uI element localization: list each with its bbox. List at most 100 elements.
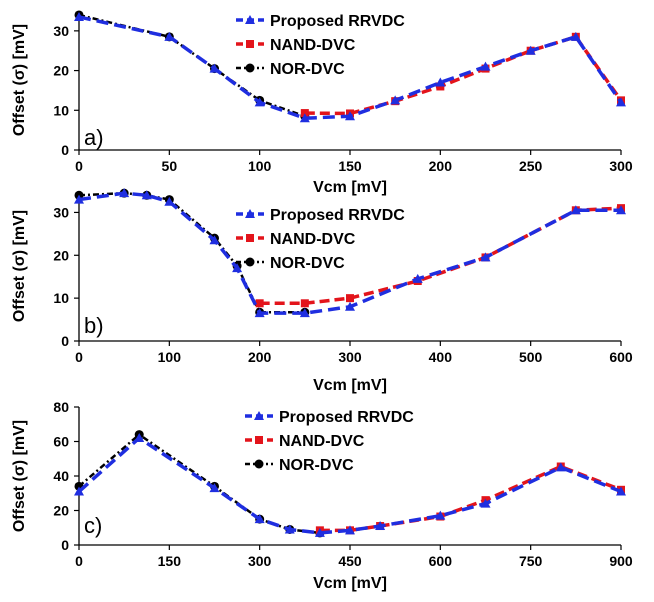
data-point-proposed xyxy=(570,205,581,215)
data-point-proposed xyxy=(164,196,175,206)
x-tick-label: 400 xyxy=(429,349,453,365)
x-tick-label: 750 xyxy=(519,553,543,569)
data-point-proposed xyxy=(570,31,581,41)
x-tick-label: 150 xyxy=(338,158,362,174)
data-point-proposed xyxy=(435,77,446,87)
legend: Proposed RRVDC NAND-DVC NOR-DVC xyxy=(236,207,405,272)
data-point-proposed xyxy=(74,486,84,496)
x-axis-label: Vcm [mV] xyxy=(313,179,387,196)
data-point-proposed xyxy=(74,11,84,21)
data-point-proposed xyxy=(299,308,310,318)
x-tick-label: 150 xyxy=(158,553,182,569)
legend-entry-nor: NOR-DVC xyxy=(279,457,354,474)
y-tick-label: 10 xyxy=(53,102,69,118)
data-point-nand xyxy=(255,299,264,308)
y-tick-label: 20 xyxy=(53,503,69,519)
y-axis-label: Offset (σ) [mV] xyxy=(11,210,28,322)
x-tick-label: 900 xyxy=(609,553,633,569)
legend-swatch-marker-nor xyxy=(245,257,255,267)
y-axis-label: Offset (σ) [mV] xyxy=(11,24,28,136)
legend-swatch-marker-nand xyxy=(246,40,254,48)
legend-swatch-marker-proposed xyxy=(254,411,264,420)
series-line-nand xyxy=(319,464,622,533)
x-tick-label: 450 xyxy=(338,553,362,569)
y-tick-label: 40 xyxy=(53,468,69,484)
data-point-proposed xyxy=(299,113,310,123)
data-point-proposed xyxy=(412,273,423,283)
chart-panel-3: 0 150 300 450 600 750 900 0 20 40 60 80 Vcm [mV] Offs… xyxy=(11,399,633,592)
legend-entry-nand: NAND-DVC xyxy=(270,37,356,54)
x-axis-label: Vcm [mV] xyxy=(313,575,387,592)
y-tick-label: 30 xyxy=(53,204,69,220)
x-tick-label: 200 xyxy=(248,349,272,365)
y-tick-label: 0 xyxy=(61,333,69,349)
data-point-proposed xyxy=(254,308,265,318)
data-point-proposed xyxy=(314,527,325,537)
legend-entry-nor: NOR-DVC xyxy=(270,255,345,272)
legend: Proposed RRVDC NAND-DVC NOR-DVC xyxy=(236,13,405,78)
x-tick-label: 200 xyxy=(429,158,453,174)
panel-label: a) xyxy=(84,125,104,150)
panel-label: b) xyxy=(84,313,104,338)
y-tick-label: 80 xyxy=(53,399,69,415)
legend-swatch-marker-proposed xyxy=(245,209,255,218)
x-tick-label: 600 xyxy=(429,553,453,569)
data-point-proposed xyxy=(616,97,626,107)
x-tick-label: 0 xyxy=(75,349,83,365)
y-tick-label: 10 xyxy=(53,290,69,306)
y-tick-label: 30 xyxy=(53,23,69,39)
data-point-nand xyxy=(300,109,309,118)
x-tick-label: 300 xyxy=(338,349,362,365)
legend-entry-nand: NAND-DVC xyxy=(279,433,365,450)
chart-panel-1: 0 50 100 150 200 250 300 0 10 20 30 Vcm [mV] Offset … xyxy=(11,10,633,196)
data-point-proposed xyxy=(254,514,265,524)
data-point-proposed xyxy=(209,483,220,493)
legend-swatch-marker-proposed xyxy=(245,15,255,24)
x-tick-label: 0 xyxy=(75,158,83,174)
legend: Proposed RRVDC NAND-DVC NOR-DVC xyxy=(245,409,414,474)
data-point-proposed xyxy=(345,111,355,121)
series-line-nor xyxy=(78,433,321,535)
x-tick-label: 300 xyxy=(248,553,272,569)
data-point-proposed xyxy=(209,235,220,245)
data-point-nand xyxy=(346,294,354,303)
data-point-proposed xyxy=(74,194,84,204)
data-point-proposed xyxy=(209,63,220,73)
data-point-nand xyxy=(300,299,309,308)
y-axis-label: Offset (σ) [mV] xyxy=(11,420,28,532)
legend-entry-nor: NOR-DVC xyxy=(270,61,345,78)
data-point-proposed xyxy=(232,263,243,273)
data-point-proposed xyxy=(435,510,446,520)
data-point-proposed xyxy=(480,498,491,508)
data-point-proposed xyxy=(525,45,536,55)
x-tick-label: 100 xyxy=(158,349,182,365)
legend-swatch-marker-nor xyxy=(245,63,255,73)
data-point-proposed xyxy=(119,188,130,198)
data-point-proposed xyxy=(480,252,491,262)
x-tick-label: 100 xyxy=(248,158,272,174)
data-point-proposed xyxy=(345,301,355,311)
x-tick-label: 600 xyxy=(609,349,633,365)
data-point-proposed xyxy=(390,95,401,105)
y-tick-label: 20 xyxy=(53,247,69,263)
x-tick-label: 50 xyxy=(162,158,178,174)
legend-swatch-marker-nor xyxy=(254,459,264,469)
data-point-proposed xyxy=(134,433,145,443)
panel-label: c) xyxy=(84,513,102,538)
legend-entry-proposed: Proposed RRVDC xyxy=(270,207,405,224)
legend-swatch-marker-nand xyxy=(255,436,263,444)
legend-swatch-marker-nand xyxy=(246,234,254,242)
x-tick-label: 500 xyxy=(519,349,543,365)
data-point-proposed xyxy=(616,205,626,215)
legend-entry-nand: NAND-DVC xyxy=(270,231,356,248)
y-tick-label: 0 xyxy=(61,537,69,553)
y-tick-label: 20 xyxy=(53,63,69,79)
x-tick-label: 0 xyxy=(75,553,83,569)
data-point-proposed xyxy=(375,521,386,531)
x-axis-label: Vcm [mV] xyxy=(313,377,387,394)
y-tick-label: 0 xyxy=(61,142,69,158)
data-point-proposed xyxy=(345,525,355,535)
data-point-proposed xyxy=(616,486,626,496)
